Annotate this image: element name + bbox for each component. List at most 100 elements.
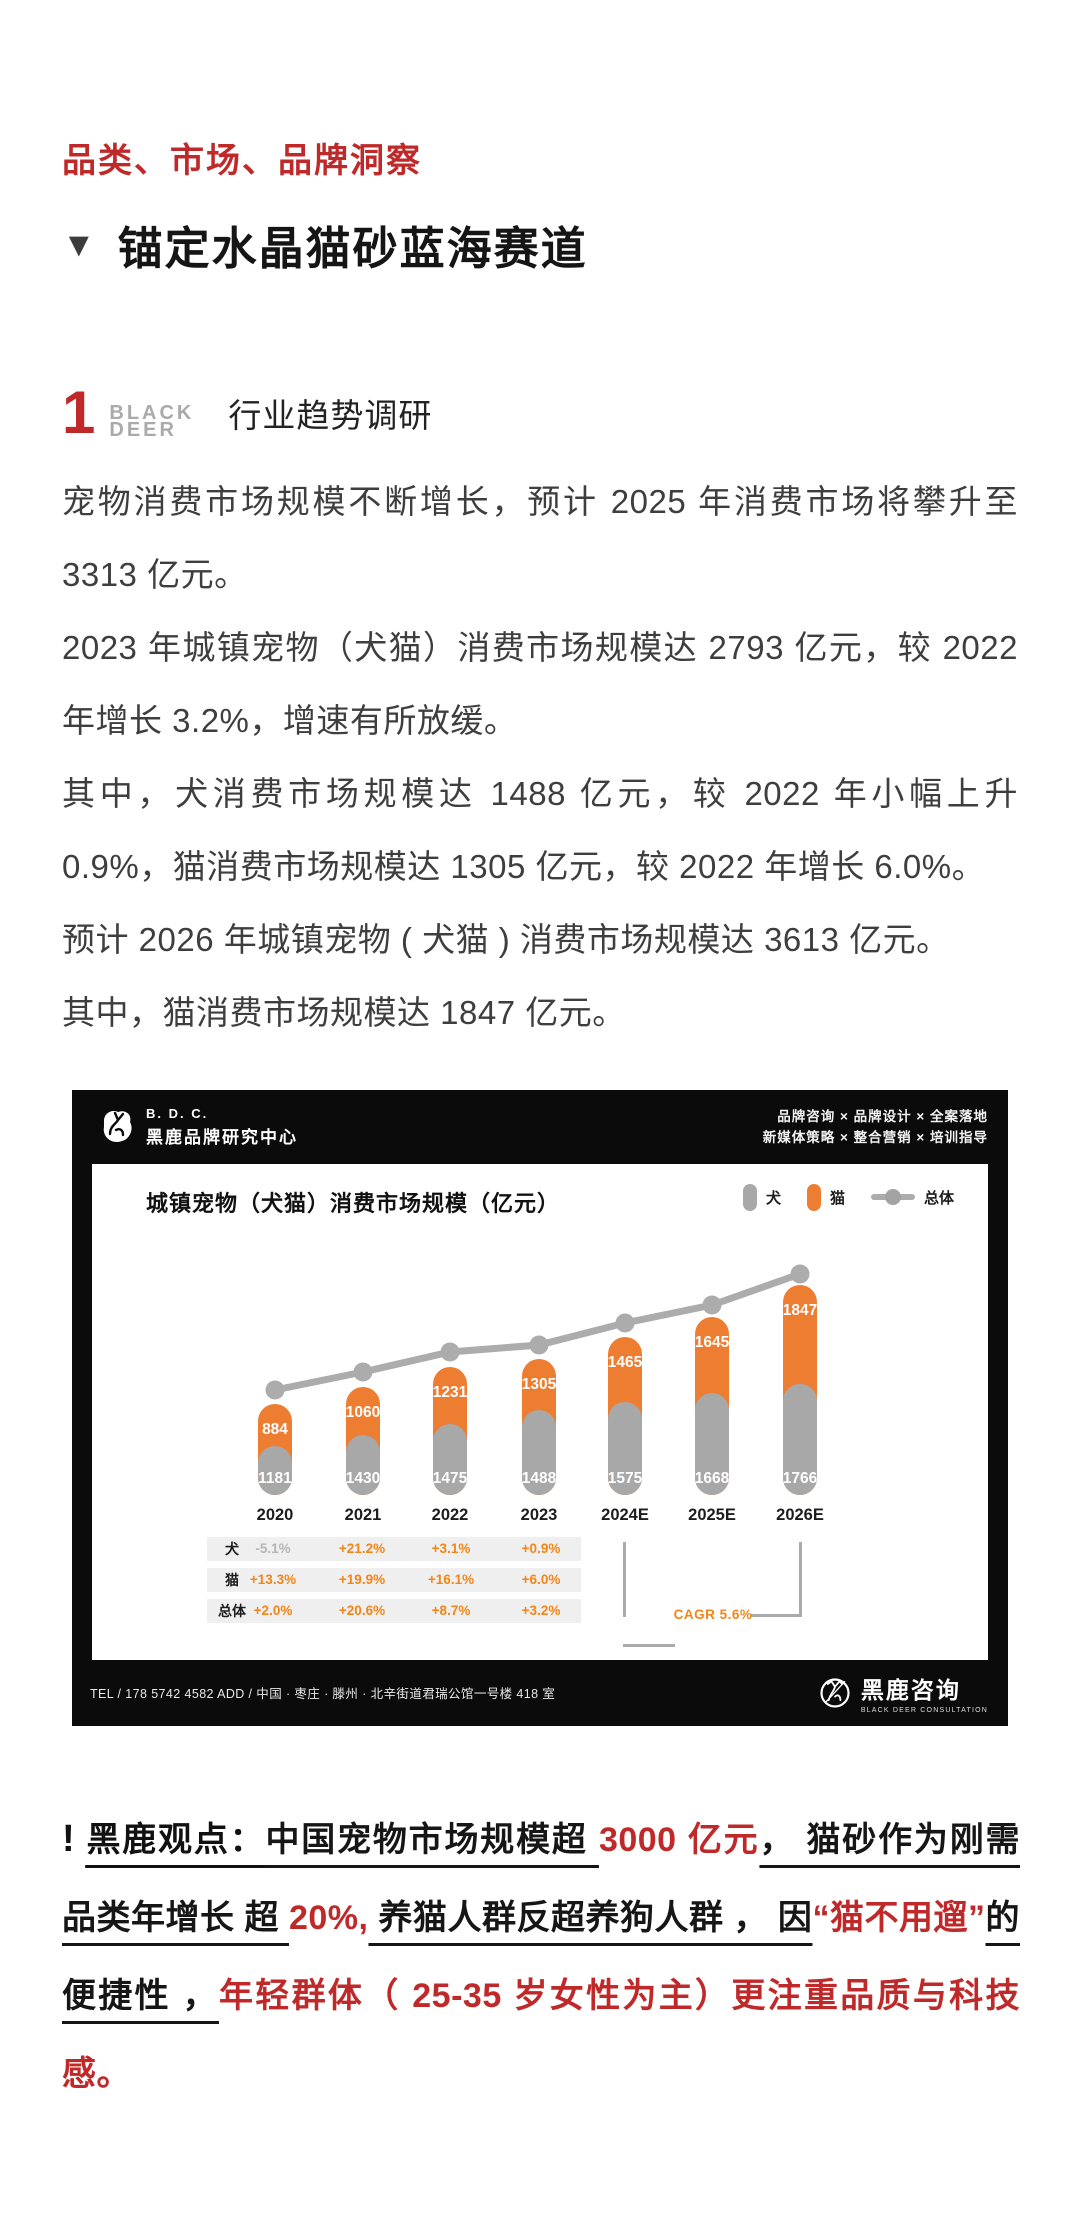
body-paragraph: 其中，猫消费市场规模达 1847 亿元。 (62, 993, 626, 1031)
svg-text:1475: 1475 (433, 1470, 468, 1487)
consult-brand-cn: 黑鹿咨询 (860, 1677, 961, 1704)
legend-cat-label: 猫 (829, 1189, 845, 1207)
svg-text:1181: 1181 (258, 1470, 292, 1487)
growth-value: +3.1% (431, 1540, 471, 1556)
services-tagline: 品牌咨询 × 品牌设计 × 全案落地 新媒体策略 × 整合营销 × 培训指导 (763, 1106, 988, 1148)
svg-text:1430: 1430 (346, 1470, 380, 1487)
section-label: 行业趋势调研 (228, 396, 433, 434)
viewpoint-segment-red: 20%, (288, 1898, 369, 1937)
viewpoint-segment-u: 养猫人群反超养狗人群 ， 因 (368, 1898, 813, 1937)
growth-value: +8.7% (431, 1602, 471, 1618)
svg-text:1668: 1668 (695, 1470, 730, 1487)
eyebrow-label: 品类、市场、品牌洞察 (62, 142, 422, 180)
card-footer: TEL / 178 5742 4582 ADD / 中国 · 枣庄 · 滕州 ·… (72, 1660, 1008, 1726)
legend-cat-marker-icon (806, 1183, 821, 1211)
growth-row-label: 猫 (225, 1571, 239, 1588)
page-title: ▼ 锚定水晶猫砂蓝海赛道 (62, 212, 1018, 277)
section-number: 1 (62, 379, 96, 446)
triangle-marker-icon: ▼ (62, 225, 98, 264)
svg-text:2023: 2023 (521, 1506, 558, 1524)
svg-text:1465: 1465 (608, 1354, 643, 1371)
cagr-bracket-bottom-left (623, 1643, 675, 1647)
svg-text:1766: 1766 (783, 1470, 818, 1487)
chart-panel: 城镇宠物（犬猫）消费市场规模（亿元） 犬 猫 总体 884 1181 2020 106… (92, 1163, 988, 1660)
svg-text:1231: 1231 (433, 1384, 468, 1401)
svg-text:1575: 1575 (608, 1470, 643, 1487)
legend-item-total: 总体 (870, 1187, 954, 1208)
card-brand: B. D. C. 黑鹿品牌研究中心 (96, 1106, 298, 1148)
legend-dog-label: 犬 (765, 1189, 781, 1207)
svg-text:1488: 1488 (522, 1470, 557, 1487)
consult-logo: 黑鹿咨询 BLACK DEER CONSULTATION (817, 1671, 988, 1714)
svg-text:2024E: 2024E (601, 1506, 649, 1524)
svg-text:2026E: 2026E (776, 1506, 824, 1524)
deer-circle-icon (820, 1678, 850, 1708)
growth-value: +3.2% (521, 1602, 561, 1618)
svg-text:1645: 1645 (695, 1334, 730, 1351)
body-paragraph: 预计 2026 年城镇宠物 ( 犬猫 ) 消费市场规模达 3613 亿元。 (62, 920, 950, 958)
viewpoint-segment-label: 黑鹿观点： (85, 1820, 266, 1859)
cagr-bracket-bottom-right (750, 1613, 802, 1617)
body-paragraph: 2023 年城镇宠物（犬猫）消费市场规模达 2793 亿元，较 2022 年增长… (62, 628, 1018, 739)
section-head: 1 BLACK DEER 行业趋势调研 (62, 379, 1018, 446)
legend-item-dog: 犬 (742, 1183, 781, 1211)
body-paragraphs: 宠物消费市场规模不断增长，预计 2025 年消费市场将攀升至 3313 亿元。 … (62, 465, 1018, 1049)
viewpoint-segment-red: “猫不用遛” (812, 1898, 986, 1937)
growth-value: +16.1% (427, 1571, 475, 1587)
growth-value: -5.1% (255, 1540, 291, 1556)
viewpoint-segment-red: 3000 亿元 (598, 1820, 760, 1859)
growth-value: +19.9% (338, 1571, 386, 1587)
viewpoint-segment-u: ， 猫砂作为刚需品类年增长 超 (62, 1820, 1020, 1937)
legend-total-label: 总体 (923, 1189, 954, 1207)
growth-value: +2.0% (253, 1602, 293, 1618)
legend-item-cat: 猫 (806, 1183, 845, 1211)
growth-value: +21.2% (338, 1540, 386, 1556)
blackdeer-wordmark-line1: BLACK (109, 401, 195, 424)
growth-row: 犬 -5.1% +21.2% +3.1% +0.9% (207, 1536, 581, 1561)
growth-value: +0.9% (521, 1540, 561, 1556)
growth-row-label: 总体 (218, 1602, 246, 1619)
growth-value: +20.6% (338, 1602, 386, 1618)
svg-text:1060: 1060 (346, 1404, 380, 1421)
card-header: B. D. C. 黑鹿品牌研究中心 品牌咨询 × 品牌设计 × 全案落地 新媒体… (72, 1090, 1008, 1164)
chart-card: B. D. C. 黑鹿品牌研究中心 品牌咨询 × 品牌设计 × 全案落地 新媒体… (72, 1089, 1008, 1726)
growth-value: +13.3% (249, 1571, 297, 1587)
chart-title: 城镇宠物（犬猫）消费市场规模（亿元） (146, 1190, 561, 1216)
legend-total-marker-icon (870, 1189, 915, 1206)
svg-text:2020: 2020 (257, 1506, 294, 1524)
bar-line-chart: 884 1181 2020 1060 1430 2021 1231 1475 2022 1305 1… (257, 1264, 824, 1524)
cagr-bracket-right (799, 1541, 802, 1617)
viewpoint-segment-u: 的便捷性 ， (62, 1898, 1020, 2015)
services-line2: 新媒体策略 × 整合营销 × 培训指导 (762, 1129, 988, 1145)
body-paragraph: 其中，犬消费市场规模达 1488 亿元，较 2022 年小幅上升 0.9%，猫消… (62, 774, 1018, 885)
chart-legend: 犬 猫 总体 (742, 1183, 954, 1211)
svg-text:884: 884 (262, 1421, 288, 1438)
brand-abbr: B. D. C. (146, 1105, 209, 1121)
growth-table: 犬 -5.1% +21.2% +3.1% +0.9% 猫 +13.3% +19.9% +16.1… (207, 1536, 581, 1630)
growth-row: 总体 +2.0% +20.6% +8.7% +3.2% (207, 1598, 581, 1623)
growth-row-label: 犬 (225, 1540, 239, 1557)
brand-name: 黑鹿品牌研究中心 (146, 1127, 298, 1147)
body-paragraph: 宠物消费市场规模不断增长，预计 2025 年消费市场将攀升至 3313 亿元。 (62, 482, 1018, 593)
svg-text:1847: 1847 (783, 1302, 817, 1319)
svg-text:2025E: 2025E (688, 1506, 736, 1524)
viewpoint-text: ! 黑鹿观点：中国宠物市场规模超 3000 亿元， 猫砂作为刚需品类年增长 超 2… (62, 1800, 1020, 2113)
consult-brand-en: BLACK DEER CONSULTATION (860, 1707, 988, 1715)
services-line1: 品牌咨询 × 品牌设计 × 全案落地 (777, 1108, 988, 1124)
growth-row: 猫 +13.3% +19.9% +16.1% +6.0% (207, 1567, 581, 1592)
contact-info: TEL / 178 5742 4582 ADD / 中国 · 枣庄 · 滕州 ·… (90, 1687, 556, 1702)
svg-text:1305: 1305 (522, 1376, 557, 1393)
svg-text:2021: 2021 (345, 1506, 382, 1524)
blackdeer-wordmark-line2: DEER (109, 418, 177, 441)
viewpoint-segment-u: 中国宠物市场规模超 (265, 1820, 599, 1859)
svg-text:2022: 2022 (432, 1506, 469, 1524)
legend-dog-marker-icon (742, 1183, 757, 1211)
viewpoint-segment-red: 年轻群体（ 25-35 岁女性为主）更注重品质与科技感。 (62, 1976, 1020, 2093)
page-title-text: 锚定水晶猫砂蓝海赛道 (117, 223, 588, 274)
exclamation-mark: ! (62, 1817, 76, 1860)
cagr-bracket-left (623, 1541, 626, 1617)
growth-value: +6.0% (521, 1571, 561, 1587)
blackdeer-wordmark: BLACK DEER (109, 401, 195, 441)
deer-icon (103, 1110, 132, 1142)
